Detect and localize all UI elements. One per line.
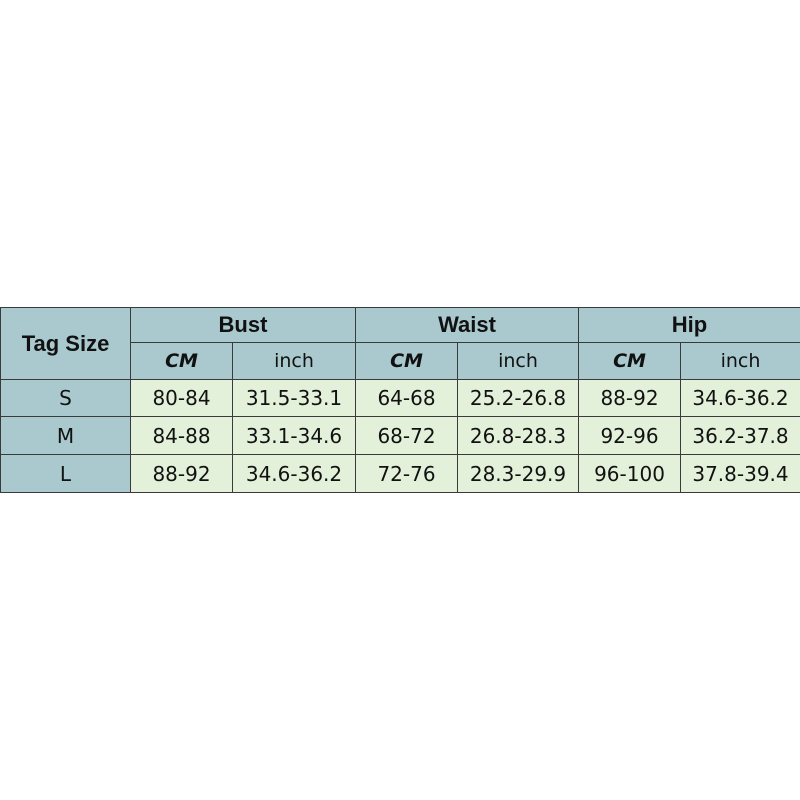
measurement: 84-88 xyxy=(130,416,233,455)
measurement: 36.2-37.8 xyxy=(680,416,800,455)
measurement: 88-92 xyxy=(578,379,681,417)
unit-header: CM xyxy=(355,342,458,380)
unit-header: CM xyxy=(578,342,681,380)
measurement: 72-76 xyxy=(355,454,458,493)
measurement: 68-72 xyxy=(355,416,458,455)
measurement: 34.6-36.2 xyxy=(232,454,356,493)
measurement: 80-84 xyxy=(130,379,233,417)
measurement: 26.8-28.3 xyxy=(457,416,579,455)
measurement: 33.1-34.6 xyxy=(232,416,356,455)
measurement: 64-68 xyxy=(355,379,458,417)
measurement: 25.2-26.8 xyxy=(457,379,579,417)
size-label: S xyxy=(0,379,131,417)
size-label: L xyxy=(0,454,131,493)
unit-header: inch xyxy=(232,342,356,380)
measurement: 31.5-33.1 xyxy=(232,379,356,417)
measurement: 88-92 xyxy=(130,454,233,493)
unit-header: inch xyxy=(457,342,579,380)
size-label: M xyxy=(0,416,131,455)
measurement: 92-96 xyxy=(578,416,681,455)
measurement: 96-100 xyxy=(578,454,681,493)
measurement: 34.6-36.2 xyxy=(680,379,800,417)
group-header: Bust xyxy=(130,307,356,343)
group-header: Waist xyxy=(355,307,579,343)
unit-header: inch xyxy=(680,342,800,380)
unit-header: CM xyxy=(130,342,233,380)
measurement: 37.8-39.4 xyxy=(680,454,800,493)
corner-header: Tag Size xyxy=(0,307,131,380)
group-header: Hip xyxy=(578,307,800,343)
measurement: 28.3-29.9 xyxy=(457,454,579,493)
